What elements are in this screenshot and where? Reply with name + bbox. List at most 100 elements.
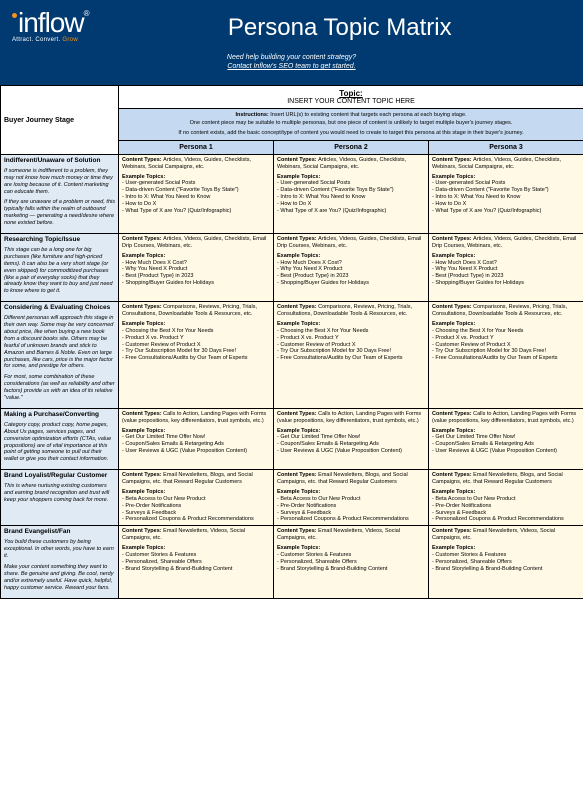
example-topic-item: Personalized, Shareable Offers (122, 559, 270, 566)
content-cell[interactable]: Content Types: Email Newsletters, Blogs,… (429, 470, 583, 526)
stage-cell: Considering & Evaluating ChoicesDifferen… (1, 302, 119, 409)
example-topic-item: Best {Product Type} in 2023 (277, 273, 425, 280)
content-types-label: Content Types: (432, 236, 473, 242)
example-topic-item: Intro to X: What You Need to Know (122, 194, 270, 201)
example-topic-item: Surveys & Feedback (432, 510, 580, 517)
example-topic-item: Personalized Coupons & Product Recommend… (122, 516, 270, 523)
stage-desc: For most, some combination of these cons… (4, 374, 115, 402)
content-cell[interactable]: Content Types: Articles, Videos, Guides,… (119, 233, 274, 301)
example-topics-label: Example Topics: (432, 489, 580, 496)
content-cell[interactable]: Content Types: Email Newsletters, Videos… (119, 526, 274, 598)
content-cell[interactable]: Content Types: Articles, Videos, Guides,… (274, 233, 429, 301)
example-topic-item: Customer Review of Product X (432, 342, 580, 349)
example-topic-item: Pre-Order Notifications (277, 503, 425, 510)
example-topic-item: User Reviews & UGC (Value Proposition Co… (122, 448, 270, 455)
example-topic-item: How Much Does X Cost? (122, 260, 270, 267)
example-topics-label: Example Topics: (277, 489, 425, 496)
stage-cell: Making a Purchase/ConvertingCategory cop… (1, 408, 119, 469)
content-cell[interactable]: Content Types: Comparisons, Reviews, Pri… (274, 302, 429, 409)
stage-desc: This stage can be a long one for big pur… (4, 247, 115, 295)
example-topic-item: Product X vs. Product Y (432, 335, 580, 342)
content-types-label: Content Types: (277, 472, 318, 478)
content-cell[interactable]: Content Types: Articles, Videos, Guides,… (429, 233, 583, 301)
example-topic-item: Customer Stories & Features (122, 552, 270, 559)
example-topics-list: How Much Does X Cost?Why You Need X Prod… (277, 260, 425, 288)
help-line-1: Need help building your content strategy… (12, 53, 571, 62)
example-topic-item: Beta Access to Our New Product (122, 496, 270, 503)
help-link[interactable]: Contact Inflow's SEO team to get started… (12, 62, 571, 71)
example-topics-list: Beta Access to Our New ProductPre-Order … (277, 496, 425, 524)
matrix-table: Buyer Journey Stage Topic: INSERT YOUR C… (0, 85, 583, 598)
stage-desc: If they are unaware of a problem or need… (4, 199, 115, 227)
content-cell[interactable]: Content Types: Articles, Videos, Guides,… (429, 154, 583, 233)
example-topics-label: Example Topics: (432, 321, 580, 328)
example-topic-item: What Type of X are You? (Quiz/Infographi… (432, 208, 580, 215)
example-topic-item: User-generated Social Posts (122, 180, 270, 187)
example-topics-list: User-generated Social PostsData-driven C… (122, 180, 270, 214)
topic-input-placeholder[interactable]: INSERT YOUR CONTENT TOPIC HERE (123, 98, 579, 105)
help-block: Need help building your content strategy… (12, 53, 571, 71)
content-cell[interactable]: Content Types: Calls to Action, Landing … (429, 408, 583, 469)
example-topic-item: User Reviews & UGC (Value Proposition Co… (277, 448, 425, 455)
example-topic-item: How to Do X (432, 201, 580, 208)
example-topic-item: Why You Need X Product (122, 266, 270, 273)
content-cell[interactable]: Content Types: Comparisons, Reviews, Pri… (429, 302, 583, 409)
example-topics-label: Example Topics: (122, 321, 270, 328)
topic-label: Topic: (123, 89, 579, 98)
logo-reg: ® (84, 9, 89, 18)
example-topics-list: User-generated Social PostsData-driven C… (432, 180, 580, 214)
example-topic-item: Brand Storytelling & Brand-Building Cont… (277, 566, 425, 573)
example-topics-list: How Much Does X Cost?Why You Need X Prod… (122, 260, 270, 288)
example-topic-item: Brand Storytelling & Brand-Building Cont… (122, 566, 270, 573)
example-topic-item: Customer Stories & Features (432, 552, 580, 559)
content-cell[interactable]: Content Types: Calls to Action, Landing … (119, 408, 274, 469)
persona-1-header: Persona 1 (119, 140, 274, 154)
example-topic-item: Get Our Limited Time Offer Now! (122, 434, 270, 441)
example-topic-item: Customer Review of Product X (277, 342, 425, 349)
example-topic-item: Brand Storytelling & Brand-Building Cont… (432, 566, 580, 573)
example-topic-item: Why You Need X Product (432, 266, 580, 273)
example-topic-item: Shopping/Buyer Guides for Holidays (432, 280, 580, 287)
example-topic-item: Choosing the Best X for Your Needs (122, 328, 270, 335)
logo-block: inflow® Attract. Convert. Grow (12, 10, 89, 43)
page-header: inflow® Attract. Convert. Grow Persona T… (0, 0, 583, 85)
example-topic-item: Product X vs. Product Y (122, 335, 270, 342)
example-topic-item: Coupon/Sales Emails & Retargeting Ads (122, 441, 270, 448)
example-topics-list: How Much Does X Cost?Why You Need X Prod… (432, 260, 580, 288)
example-topic-item: Free Consultations/Audits by Our Team of… (432, 355, 580, 362)
content-cell[interactable]: Content Types: Articles, Videos, Guides,… (274, 154, 429, 233)
example-topic-item: Data-driven Content ("Favorite Toys By S… (122, 187, 270, 194)
stage-row: Brand Evangelist/FanYou build these cust… (1, 526, 583, 598)
stage-row: Considering & Evaluating ChoicesDifferen… (1, 302, 583, 409)
content-cell[interactable]: Content Types: Comparisons, Reviews, Pri… (119, 302, 274, 409)
example-topic-item: Try Our Subscription Model for 30 Days F… (277, 348, 425, 355)
example-topic-item: User-generated Social Posts (432, 180, 580, 187)
example-topics-list: Beta Access to Our New ProductPre-Order … (122, 496, 270, 524)
content-cell[interactable]: Content Types: Articles, Videos, Guides,… (119, 154, 274, 233)
content-cell[interactable]: Content Types: Email Newsletters, Blogs,… (119, 470, 274, 526)
content-cell[interactable]: Content Types: Email Newsletters, Videos… (429, 526, 583, 598)
stage-name: Brand Evangelist/Fan (4, 528, 115, 536)
example-topic-item: Data-driven Content ("Favorite Toys By S… (277, 187, 425, 194)
example-topics-list: Get Our Limited Time Offer Now!Coupon/Sa… (432, 434, 580, 455)
example-topics-list: Get Our Limited Time Offer Now!Coupon/Sa… (277, 434, 425, 455)
example-topics-label: Example Topics: (277, 428, 425, 435)
example-topics-label: Example Topics: (122, 174, 270, 181)
example-topics-list: Choosing the Best X for Your NeedsProduc… (277, 328, 425, 362)
example-topic-item: What Type of X are You? (Quiz/Infographi… (122, 208, 270, 215)
example-topics-label: Example Topics: (432, 428, 580, 435)
content-cell[interactable]: Content Types: Email Newsletters, Blogs,… (274, 470, 429, 526)
example-topic-item: Customer Review of Product X (122, 342, 270, 349)
stage-row: Brand Loyalist/Regular CustomerThis is w… (1, 470, 583, 526)
persona-3-header: Persona 3 (429, 140, 583, 154)
example-topics-list: Choosing the Best X for Your NeedsProduc… (122, 328, 270, 362)
example-topics-label: Example Topics: (432, 545, 580, 552)
example-topics-list: Customer Stories & FeaturesPersonalized,… (432, 552, 580, 573)
content-types-label: Content Types: (432, 411, 473, 417)
stage-desc: Make your content something they want to… (4, 564, 115, 592)
example-topic-item: Pre-Order Notifications (122, 503, 270, 510)
example-topic-item: How to Do X (122, 201, 270, 208)
content-cell[interactable]: Content Types: Email Newsletters, Videos… (274, 526, 429, 598)
content-cell[interactable]: Content Types: Calls to Action, Landing … (274, 408, 429, 469)
stage-cell: Researching Topic/IssueThis stage can be… (1, 233, 119, 301)
